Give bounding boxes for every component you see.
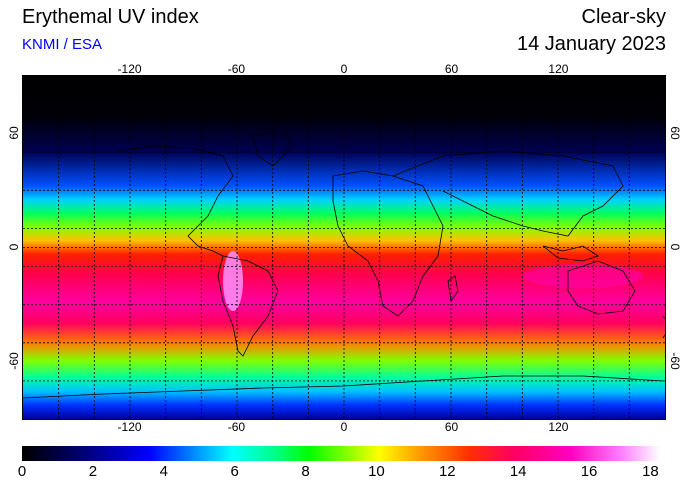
andes-high-uv	[223, 251, 243, 311]
lon-tick-label: 120	[548, 62, 569, 76]
uv-colorbar	[22, 446, 660, 461]
colorbar-tick: 14	[509, 463, 527, 480]
colorbar-tick: 10	[368, 463, 385, 480]
lat-tick-label: 60	[668, 126, 682, 140]
colorbar-tick: 0	[17, 463, 27, 480]
north-america-coast	[117, 145, 234, 257]
lat-tick-label: -60	[668, 352, 682, 370]
lat-lon-grid	[23, 76, 665, 419]
lat-tick-label: -60	[7, 352, 21, 370]
lat-tick-label: 0	[7, 243, 21, 251]
lon-tick-label: 0	[340, 62, 348, 76]
sky-condition: Clear-sky	[581, 6, 666, 28]
lat-tick-label: 60	[7, 126, 21, 140]
australia-high-uv	[523, 264, 643, 288]
lon-tick-label: 60	[444, 420, 459, 434]
map-title: Erythemal UV index	[22, 6, 199, 28]
lon-tick-label: 60	[444, 62, 459, 76]
colorbar-tick: 8	[301, 463, 310, 480]
lon-tick-label: -120	[117, 62, 142, 76]
lon-tick-label: 120	[548, 420, 569, 434]
asia-coast	[392, 150, 624, 237]
uv-index-map[interactable]	[22, 75, 666, 420]
data-credit: KNMI / ESA	[22, 36, 103, 53]
greenland-coast	[252, 130, 294, 167]
lat-tick-label: 0	[668, 243, 682, 251]
australia-coast	[567, 260, 636, 315]
south-america-coast	[217, 255, 279, 357]
top-longitude-labels: -120 -60 0 60 120	[22, 62, 666, 76]
lon-tick-label: -60	[227, 420, 246, 434]
colorbar-tick: 2	[88, 463, 98, 480]
lon-tick-label: 0	[340, 420, 348, 434]
bottom-longitude-labels: -120 -60 0 60 120	[22, 420, 666, 434]
colorbar-tick-labels: 0 2 4 6 8 10 12 14 16 18	[18, 463, 660, 483]
lon-tick-label: -120	[117, 420, 142, 434]
africa-europe-coast	[332, 170, 444, 317]
colorbar-tick: 12	[438, 463, 456, 480]
colorbar-tick: 4	[159, 463, 168, 480]
colorbar-tick: 16	[580, 463, 598, 480]
madagascar-coast	[447, 275, 459, 303]
lon-tick-label: -60	[227, 62, 246, 76]
map-svg	[23, 76, 665, 419]
colorbar-tick: 18	[642, 463, 659, 480]
colorbar-tick: 6	[230, 463, 239, 480]
map-date: 14 January 2023	[516, 33, 666, 55]
